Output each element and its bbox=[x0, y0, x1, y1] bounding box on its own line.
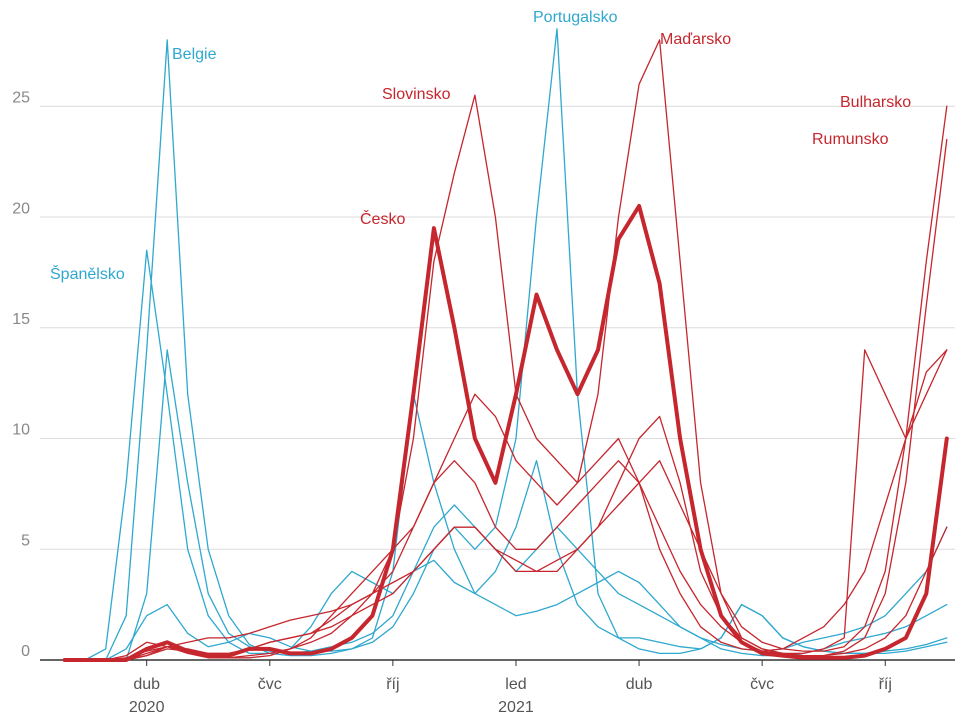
series-label: Česko bbox=[360, 209, 405, 228]
x-tick-label: led bbox=[505, 676, 526, 693]
series-label: Slovinsko bbox=[382, 86, 451, 103]
x-tick-label: dub bbox=[626, 676, 653, 693]
series-line bbox=[63, 28, 948, 661]
series-label: Bulharsko bbox=[840, 94, 911, 111]
x-tick-label: dub bbox=[133, 676, 160, 693]
series-label: Rumunsko bbox=[812, 131, 889, 148]
y-tick-label: 25 bbox=[12, 90, 30, 107]
series-label: Španělsko bbox=[50, 264, 125, 283]
x-tick-label: čvc bbox=[750, 676, 774, 693]
series-line bbox=[63, 349, 948, 661]
year-label: 2021 bbox=[498, 699, 534, 716]
y-tick-label: 5 bbox=[21, 532, 30, 549]
x-tick-label: říj bbox=[879, 676, 892, 693]
year-label: 2020 bbox=[129, 699, 165, 716]
x-tick-label: říj bbox=[386, 676, 399, 693]
series-line bbox=[63, 105, 948, 661]
y-tick-label: 20 bbox=[12, 200, 30, 217]
y-tick-label: 10 bbox=[12, 422, 30, 439]
series-label: Portugalsko bbox=[533, 9, 618, 26]
series-line bbox=[62, 204, 949, 662]
y-tick-label: 0 bbox=[21, 643, 30, 660]
x-tick-label: čvc bbox=[258, 676, 282, 693]
series-label: Maďarsko bbox=[660, 31, 731, 48]
series-line bbox=[63, 349, 948, 661]
series-label: Belgie bbox=[172, 46, 217, 63]
series-line bbox=[63, 94, 948, 661]
series-line bbox=[63, 249, 948, 661]
series-line bbox=[63, 138, 948, 661]
y-tick-label: 15 bbox=[12, 311, 30, 328]
